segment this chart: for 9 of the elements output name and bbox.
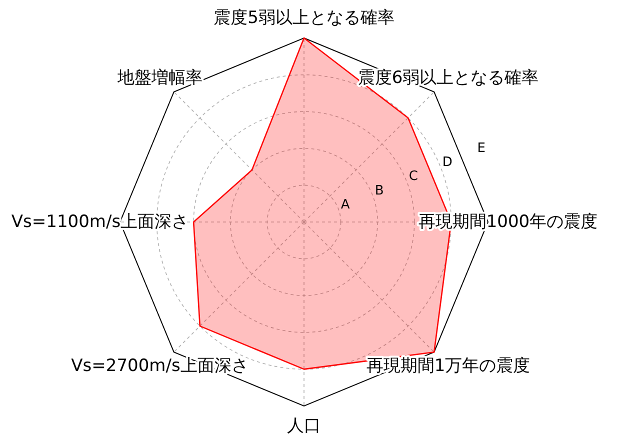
y-tick-label: D xyxy=(442,155,452,170)
spoke-label: 人口 xyxy=(287,416,321,436)
y-tick-label: A xyxy=(340,197,350,212)
y-tick-label: C xyxy=(408,169,418,184)
spoke-label: Vs=1100m/s上面深さ xyxy=(11,212,189,232)
y-tick-label: B xyxy=(374,183,384,198)
spoke-label: 震度5弱以上となる確率 xyxy=(214,8,394,28)
y-tick-label: E xyxy=(477,141,486,156)
spoke-label: 地盤増幅率 xyxy=(116,68,202,88)
